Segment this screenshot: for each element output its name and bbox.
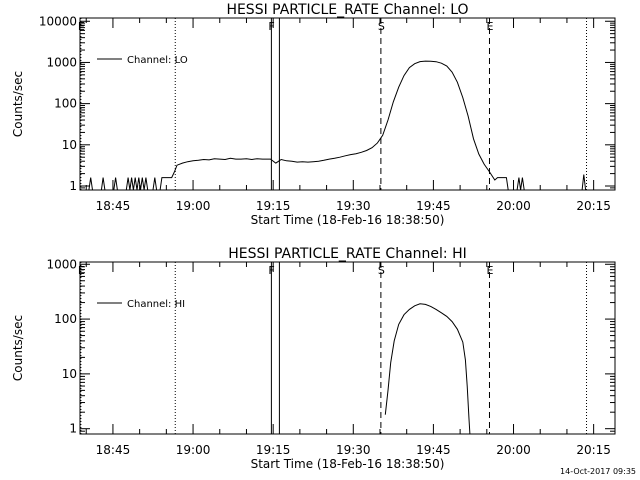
panel-2-event-marker-label: S: [378, 264, 385, 277]
panel-2-y-axis-label: Counts/sec: [11, 315, 25, 381]
panel-1-title: HESSI PARTICLE_RATE Channel: LO: [226, 2, 468, 18]
panel-1-x-tick-label: 19:45: [416, 199, 451, 213]
panel-2-x-tick-label: 19:15: [256, 443, 291, 457]
panel-2-event-marker-label: E: [78, 264, 85, 277]
panel-2-y-tick-label: 10: [62, 367, 77, 381]
panel-2-x-tick-label: 18:45: [96, 443, 131, 457]
panel-1-y-tick-label: 10000: [39, 14, 77, 28]
panel-1-y-tick-label: 10: [62, 138, 77, 152]
panel-1-event-marker-label: E: [78, 20, 85, 33]
panel-2-x-tick-label: 19:00: [176, 443, 211, 457]
footer-timestamp: 14-Oct-2017 09:35: [560, 467, 636, 476]
panel-1-event-marker-label: S: [378, 20, 385, 33]
panel-1-x-tick-label: 20:00: [496, 199, 531, 213]
panel-2-x-tick-label: 20:00: [496, 443, 531, 457]
panel-2-event-marker-label: E: [486, 264, 493, 277]
panel-2-legend-label: Channel: HI: [127, 299, 185, 310]
panel-1-x-tick-label: 20:15: [576, 199, 611, 213]
panel-2-y-tick-label: 1000: [46, 257, 77, 271]
panel-1-event-marker-label: F: [268, 20, 274, 33]
panel-1-legend-label: Channel: LO: [127, 55, 188, 66]
panel-2-series-line: [384, 303, 471, 435]
panel-1-x-axis-label: Start Time (18-Feb-16 18:38:50): [251, 213, 445, 227]
panel-2-y-tick-label: 100: [54, 312, 77, 326]
panel-1-y-axis-label: Counts/sec: [11, 71, 25, 137]
panel-2-x-axis-label: Start Time (18-Feb-16 18:38:50): [251, 457, 445, 471]
panel-1-series-line: [80, 60, 587, 191]
panel-1-y-tick-label: 1: [69, 179, 77, 193]
panel-2-title: HESSI PARTICLE_RATE Channel: HI: [228, 246, 466, 262]
panel-2-x-tick-label: 19:45: [416, 443, 451, 457]
panel-1-plot-frame: [79, 17, 616, 191]
panel-1-event-marker-label: E: [486, 20, 493, 33]
panel-1-y-tick-label: 100: [54, 97, 77, 111]
panel-2-y-tick-label: 1: [69, 422, 77, 436]
panel-1-x-tick-label: 19:00: [176, 199, 211, 213]
panel-1-x-tick-label: 19:30: [336, 199, 371, 213]
panel-1-x-tick-label: 19:15: [256, 199, 291, 213]
panel-2-event-marker-label: F: [268, 264, 274, 277]
panel-2-x-tick-label: 19:30: [336, 443, 371, 457]
panel-1-x-tick-label: 18:45: [96, 199, 131, 213]
panel-2-plot-frame: [79, 261, 616, 435]
panel-1-y-tick-label: 1000: [46, 55, 77, 69]
panel-2-x-tick-label: 20:15: [576, 443, 611, 457]
